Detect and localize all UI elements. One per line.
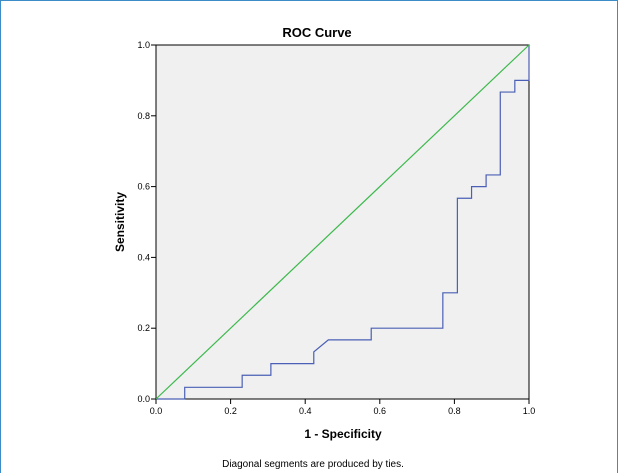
x-axis: 0.0 0.2 0.4 0.6 0.8 1.0 (150, 399, 536, 416)
y-tick-label: 0.2 (137, 323, 150, 333)
roc-curve-line (156, 45, 530, 400)
y-tick-label: 0.8 (137, 111, 150, 121)
x-tick-label: 0.6 (374, 406, 387, 416)
x-tick-label: 0.0 (150, 406, 163, 416)
series-layer (155, 44, 530, 400)
y-tick-label: 0.6 (137, 182, 150, 192)
y-tick-label: 0.4 (137, 252, 150, 262)
x-tick-label: 0.2 (224, 406, 237, 416)
chart-title: ROC Curve (282, 25, 351, 40)
y-tick-label: 0.0 (137, 394, 150, 404)
chart-footnote: Diagonal segments are produced by ties. (222, 459, 404, 470)
x-tick-label: 0.8 (448, 406, 461, 416)
x-tick-label: 1.0 (523, 406, 536, 416)
y-axis: 0.0 0.2 0.4 0.6 0.8 1.0 (137, 40, 156, 404)
x-axis-label: 1 - Specificity (304, 427, 382, 441)
x-tick-label: 0.4 (299, 406, 312, 416)
y-axis-label: Sensitivity (113, 192, 127, 252)
reference-diagonal-line (155, 44, 530, 400)
y-tick-label: 1.0 (137, 40, 150, 50)
